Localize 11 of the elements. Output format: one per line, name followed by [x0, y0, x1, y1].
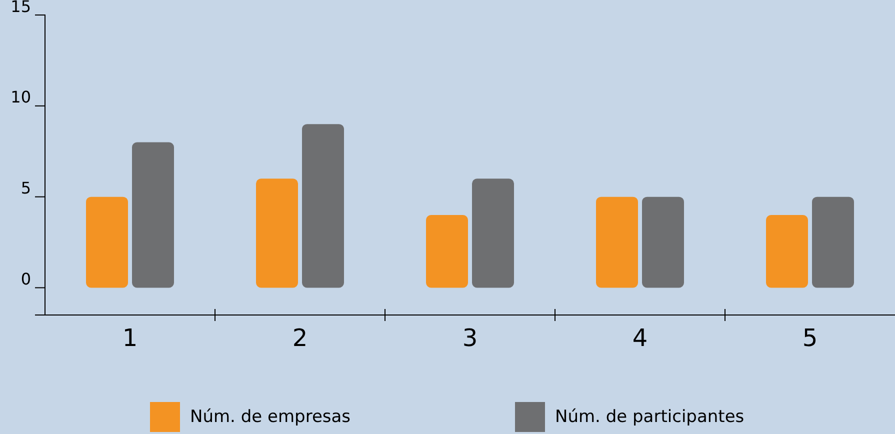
y-tick-label: 10: [10, 88, 31, 107]
x-tick-label: 1: [122, 324, 138, 352]
x-tick-label: 4: [632, 324, 648, 352]
x-tick-label: 3: [462, 324, 478, 352]
x-tick-label: 2: [292, 324, 308, 352]
x-tick-label: 5: [802, 324, 818, 352]
legend-label: Núm. de empresas: [190, 407, 351, 427]
y-tick-label: 5: [20, 178, 31, 198]
legend-label: Núm. de participantes: [555, 407, 744, 427]
y-tick-label: 0: [20, 270, 31, 289]
y-tick-label: 15: [10, 0, 31, 16]
